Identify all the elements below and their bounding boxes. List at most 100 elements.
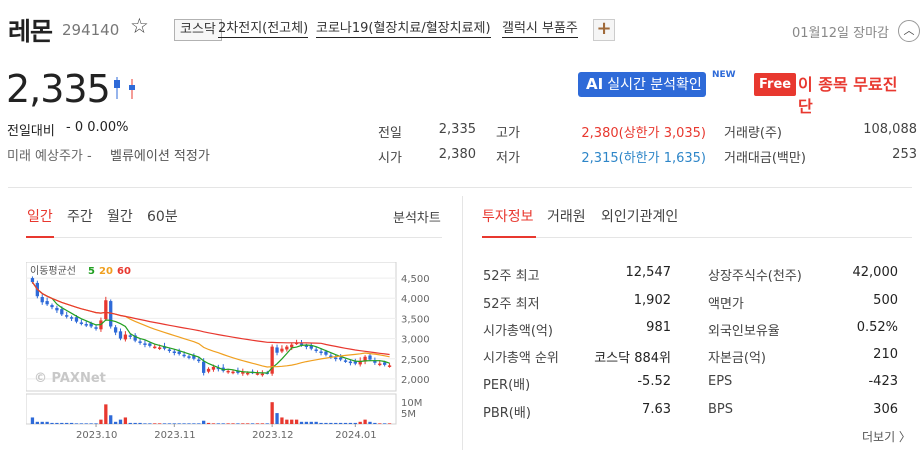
tab-divider [26, 237, 442, 238]
tab-daily[interactable]: 일간 [27, 209, 53, 225]
favorite-star-icon[interactable]: ☆ [130, 14, 149, 38]
candle-body [84, 324, 88, 326]
candle-body [343, 360, 348, 362]
volume-bar [260, 423, 265, 424]
volume-bar [109, 415, 113, 424]
prev-close-value: 2,335 [438, 122, 476, 137]
tab-monthly[interactable]: 월간 [107, 209, 133, 225]
free-tag: Free [754, 73, 797, 96]
volume-bar [35, 421, 39, 424]
candle-body [113, 327, 118, 333]
volume-bar [162, 423, 167, 424]
candle-body [177, 351, 181, 354]
candle-body [202, 361, 206, 373]
analysis-chart-link[interactable]: 분석차트 [393, 211, 441, 226]
theme-link-2[interactable]: 갤럭시 부품주 [502, 21, 578, 38]
candle-body [162, 346, 167, 349]
candle-body [192, 355, 196, 359]
free-diagnosis-button[interactable]: Free 이 종목 무료진단 [754, 73, 908, 116]
candle-body [50, 305, 54, 308]
candle-body [69, 317, 74, 319]
volume-bar [236, 423, 240, 424]
new-badge: NEW [712, 70, 736, 80]
candle-body [334, 357, 338, 360]
volume-bar [358, 421, 362, 424]
more-link[interactable]: 더보기 〉 [862, 430, 911, 444]
volume-bar [40, 421, 44, 424]
candle-body [40, 297, 44, 303]
volume-bar [226, 423, 230, 424]
candle-body [94, 327, 98, 329]
candle-body [30, 278, 35, 283]
volume-bar [387, 423, 392, 424]
x-tick-label: 2023.11 [154, 430, 195, 441]
tab-brokers[interactable]: 거래원 [547, 209, 586, 225]
candle-body [65, 315, 69, 317]
candle-body [314, 349, 318, 351]
volume-bar [187, 423, 191, 424]
watermark: © PAXNet [34, 371, 106, 386]
theme-link-0[interactable]: 2차전지(전고체) [218, 21, 309, 38]
tab-60min[interactable]: 60분 [147, 209, 178, 225]
tab-foreign-institution[interactable]: 외인기관계인 [601, 209, 679, 225]
column-divider [462, 196, 463, 450]
x-tick-label: 2023.10 [76, 430, 117, 441]
volume-bar [231, 423, 235, 424]
stat-value: 7.63 [642, 402, 671, 417]
stat-label: BPS [708, 402, 734, 417]
open-value: 2,380 [438, 147, 476, 162]
ai-analysis-button[interactable]: AI 실시간 분석확인 [578, 72, 706, 97]
add-theme-button[interactable]: + [593, 19, 615, 41]
volume-bar [99, 419, 103, 424]
stat-value: 306 [873, 402, 898, 417]
amount-label: 거래대금(백만) [724, 151, 806, 166]
volume-bar [143, 423, 147, 424]
volume-bar [172, 423, 176, 424]
volume-bar [197, 423, 201, 424]
ma-legend-item: 20 [99, 266, 113, 277]
price-pane [26, 262, 397, 392]
candle-body [383, 362, 387, 365]
candle-body [211, 366, 216, 370]
candle-icon [114, 77, 135, 99]
volume-bar [192, 423, 196, 424]
expected-price-label: 미래 예상주가 - [7, 149, 92, 164]
volume-bar [79, 423, 84, 424]
tab-investment-info[interactable]: 투자정보 [482, 209, 534, 225]
candle-body [138, 341, 142, 343]
moving-average-line [31, 281, 390, 356]
valuation-link[interactable]: 벨류에이션 적정가 [110, 149, 210, 164]
x-tick-label: 2023.12 [252, 430, 293, 441]
candle-body [172, 351, 176, 353]
candle-body [387, 365, 392, 367]
volume-pane [26, 393, 397, 425]
volume-bar [84, 423, 88, 424]
candle-body [363, 356, 367, 362]
change-label: 전일대비 [7, 124, 55, 139]
candle-body [128, 335, 132, 337]
theme-link-1[interactable]: 코로나19(혈장치료/혈장치료제) [316, 21, 491, 38]
candle-body [280, 348, 284, 352]
candle-body [373, 360, 377, 363]
free-diagnosis-label: 이 종목 무료진단 [798, 75, 898, 116]
active-tab-underline [26, 236, 54, 238]
candle-body [182, 354, 186, 357]
candle-body [167, 349, 172, 351]
volume-bar [275, 413, 279, 424]
candle-body [290, 344, 294, 348]
prev-close-label: 전일 [378, 126, 402, 141]
candle-body [368, 355, 372, 360]
collapse-chevron-icon[interactable]: ︿ [898, 20, 920, 42]
tab-divider-right [482, 237, 912, 238]
moving-average-line [31, 281, 390, 374]
low-value: 2,315(하한가 1,635) [581, 151, 706, 166]
volume-bar [202, 420, 206, 424]
candle-body [109, 301, 113, 327]
stat-label: PBR(배) [483, 406, 531, 421]
candle-body [74, 317, 79, 322]
stock-header: 레몬 294140 ☆ 코스닥 2차전지(전고체) 코로나19(혈장치료/혈장치… [8, 12, 920, 46]
tab-weekly[interactable]: 주간 [67, 209, 93, 225]
volume-bar [348, 422, 353, 424]
volume-bar [319, 422, 323, 424]
